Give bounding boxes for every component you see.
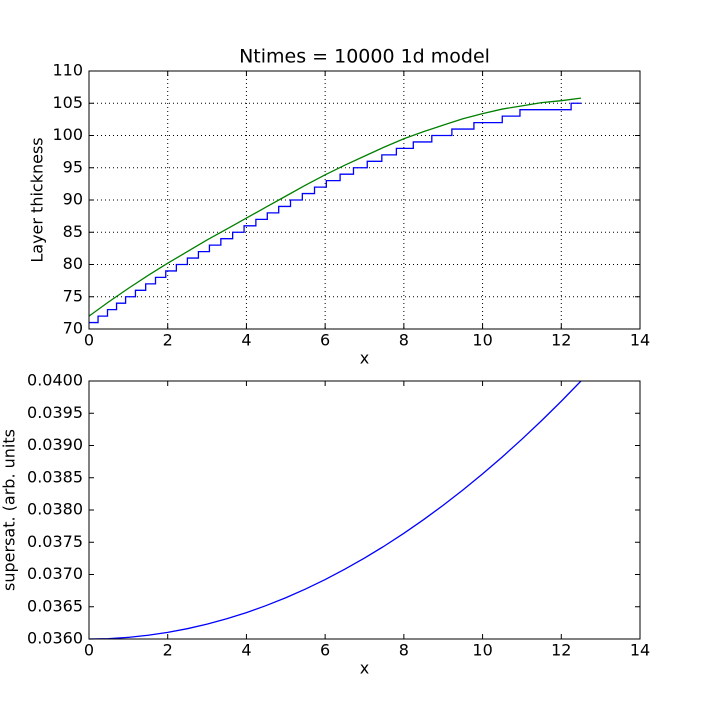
x-tick-label: 6 [320, 641, 330, 660]
x-tick-label: 4 [241, 641, 251, 660]
y-tick-label: 85 [63, 222, 83, 241]
y-tick-label: 0.0360 [27, 629, 83, 648]
y-tick-label: 0.0370 [27, 564, 83, 583]
x-axis-label: x [360, 349, 369, 368]
x-tick-label: 6 [320, 331, 330, 350]
y-axis-label: supersat. (arb. units [0, 429, 19, 591]
plot-frame [88, 380, 641, 640]
y-tick-label: 105 [52, 93, 83, 112]
x-tick-label: 10 [472, 331, 492, 350]
x-tick-label: 2 [163, 331, 173, 350]
x-tick-label: 2 [163, 641, 173, 660]
y-tick-label: 90 [63, 190, 83, 209]
y-tick-label: 100 [52, 125, 83, 144]
y-tick-label: 0.0390 [27, 435, 83, 454]
y-tick-label: 0.0375 [27, 532, 83, 551]
y-tick-label: 80 [63, 254, 83, 273]
y-axis-label: Layer thickness [28, 137, 47, 262]
line-series [88, 380, 582, 640]
line-series [88, 97, 582, 317]
y-tick-label: 0.0400 [27, 371, 83, 390]
plot-frame [88, 70, 641, 330]
y-tick-label: 0.0365 [27, 596, 83, 615]
x-tick-label: 12 [551, 331, 571, 350]
y-tick-label: 0.0395 [27, 403, 83, 422]
x-tick-label: 14 [630, 331, 650, 350]
y-tick-label: 95 [63, 157, 83, 176]
x-tick-label: 0 [84, 331, 94, 350]
x-tick-label: 10 [472, 641, 492, 660]
line-series [89, 102, 581, 324]
y-tick-label: 0.0385 [27, 467, 83, 486]
y-tick-label: 75 [63, 286, 83, 305]
y-tick-label: 70 [63, 319, 83, 338]
x-axis-label: x [360, 659, 369, 678]
x-tick-label: 12 [551, 641, 571, 660]
x-tick-label: 14 [630, 641, 650, 660]
x-tick-label: 8 [399, 331, 409, 350]
x-tick-label: 8 [399, 641, 409, 660]
y-tick-label: 0.0380 [27, 500, 83, 519]
x-tick-label: 0 [84, 641, 94, 660]
x-tick-label: 4 [241, 331, 251, 350]
chart-title: Ntimes = 10000 1d model [239, 46, 490, 68]
y-tick-label: 110 [52, 61, 83, 80]
